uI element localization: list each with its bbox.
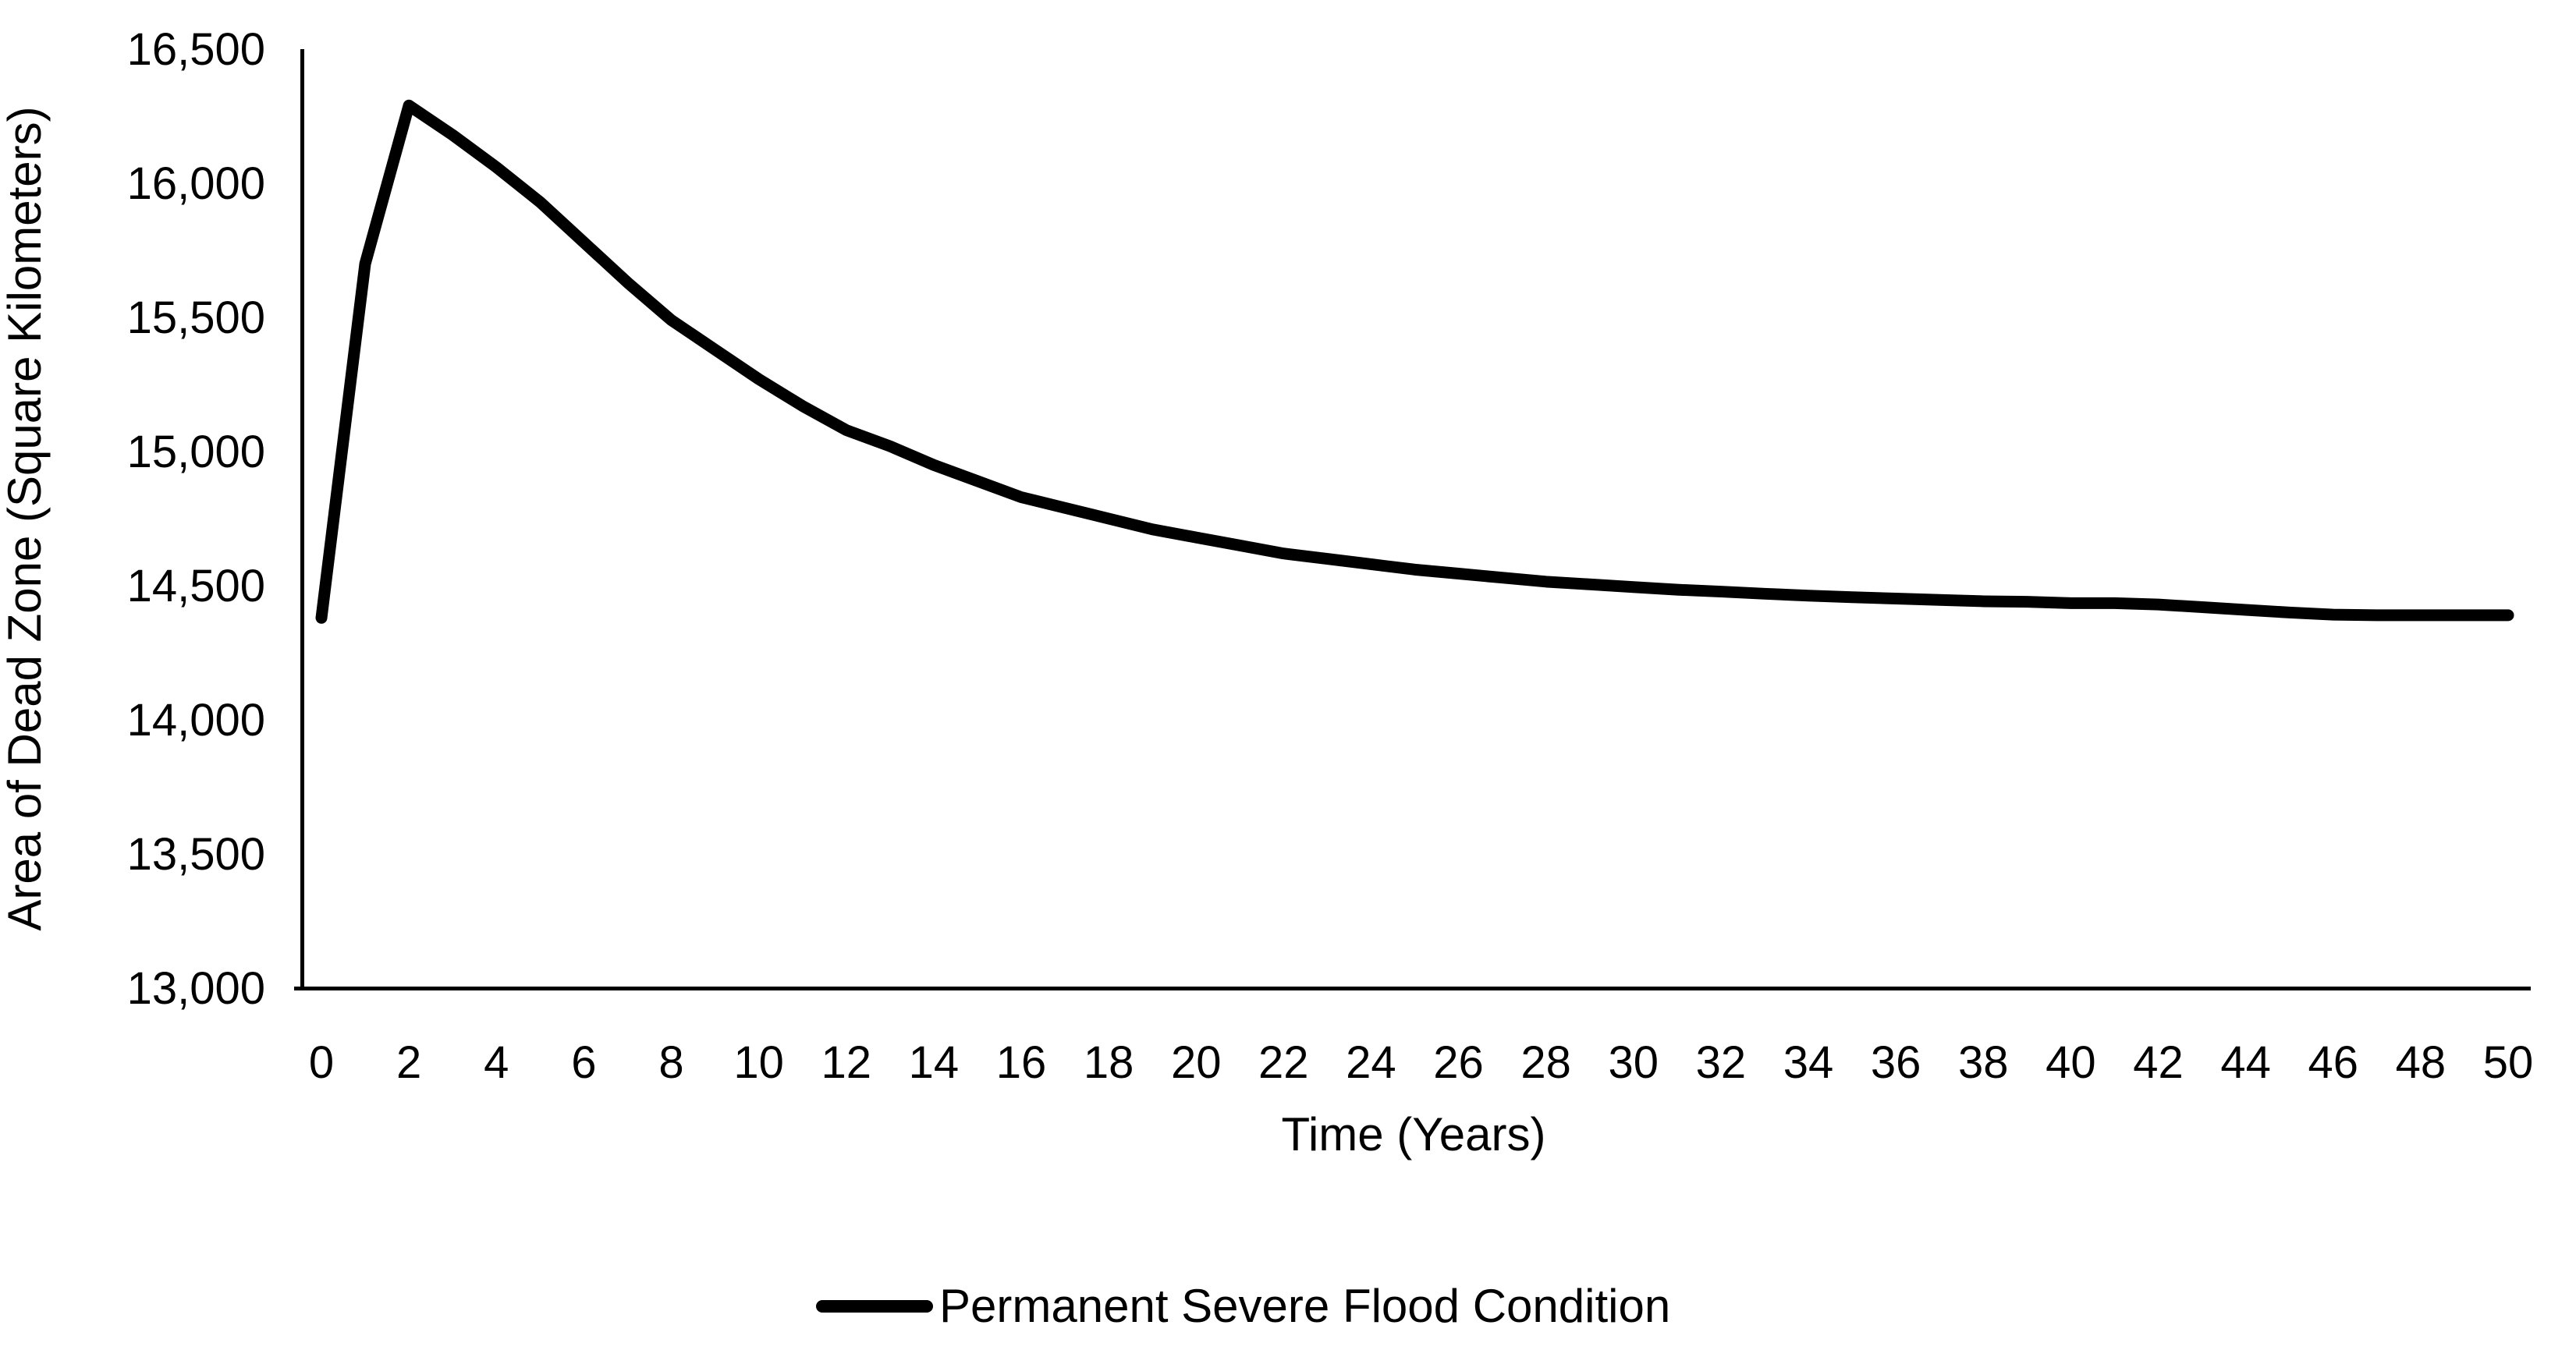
x-tick-labels: 0 2 4 6 8 10 12 14 16 18 20 22 24 26 28 30 32 34 36 38 40 42 4…	[309, 1037, 2533, 1088]
x-tick-label: 10	[733, 1037, 784, 1088]
y-tick-label: 13,500	[127, 829, 265, 880]
y-tick-label: 15,000	[127, 427, 265, 477]
x-tick-label: 40	[2046, 1037, 2096, 1088]
x-tick-label: 32	[1696, 1037, 1747, 1088]
series-line-permanent-severe-flood	[315, 99, 2514, 624]
x-axis-title: Time (Years)	[1282, 1108, 1546, 1160]
y-tick-label: 14,500	[127, 561, 265, 611]
x-tick-label: 42	[2133, 1037, 2184, 1088]
y-tick-label: 16,000	[127, 158, 265, 209]
x-tick-label: 22	[1258, 1037, 1309, 1088]
y-axis-title: Area of Dead Zone (Square Kilometers)	[0, 106, 51, 930]
y-tick-label: 16,500	[127, 24, 265, 75]
x-tick-label: 12	[821, 1037, 871, 1088]
x-tick-label: 44	[2220, 1037, 2271, 1088]
x-tick-label: 0	[309, 1037, 334, 1088]
x-tick-label: 36	[1871, 1037, 1921, 1088]
x-tick-label: 48	[2396, 1037, 2446, 1088]
x-tick-label: 2	[396, 1037, 421, 1088]
x-tick-label: 6	[571, 1037, 596, 1088]
x-tick-label: 18	[1084, 1037, 1134, 1088]
legend-label: Permanent Severe Flood Condition	[939, 1280, 1671, 1332]
x-tick-label: 4	[484, 1037, 509, 1088]
x-tick-label: 26	[1433, 1037, 1484, 1088]
data-series	[315, 99, 2514, 624]
x-tick-label: 16	[996, 1037, 1047, 1088]
x-tick-label: 46	[2308, 1037, 2359, 1088]
x-tick-label: 30	[1609, 1037, 1659, 1088]
x-tick-label: 38	[1958, 1037, 2009, 1088]
y-tick-labels: 16,500 16,000 15,500 15,000 14,500 14,000 13,5…	[127, 24, 265, 1014]
legend: Permanent Severe Flood Condition	[816, 1279, 1670, 1334]
x-tick-label: 24	[1346, 1037, 1396, 1088]
x-tick-label: 28	[1520, 1037, 1571, 1088]
x-tick-label: 8	[658, 1037, 683, 1088]
x-tick-label: 20	[1171, 1037, 1222, 1088]
legend-line-swatch	[816, 1300, 933, 1313]
y-tick-label: 13,000	[127, 963, 265, 1014]
x-tick-label: 34	[1783, 1037, 1834, 1088]
y-tick-label: 15,500	[127, 292, 265, 343]
y-tick-label: 14,000	[127, 695, 265, 746]
x-tick-label: 50	[2483, 1037, 2534, 1088]
x-tick-label: 14	[909, 1037, 960, 1088]
